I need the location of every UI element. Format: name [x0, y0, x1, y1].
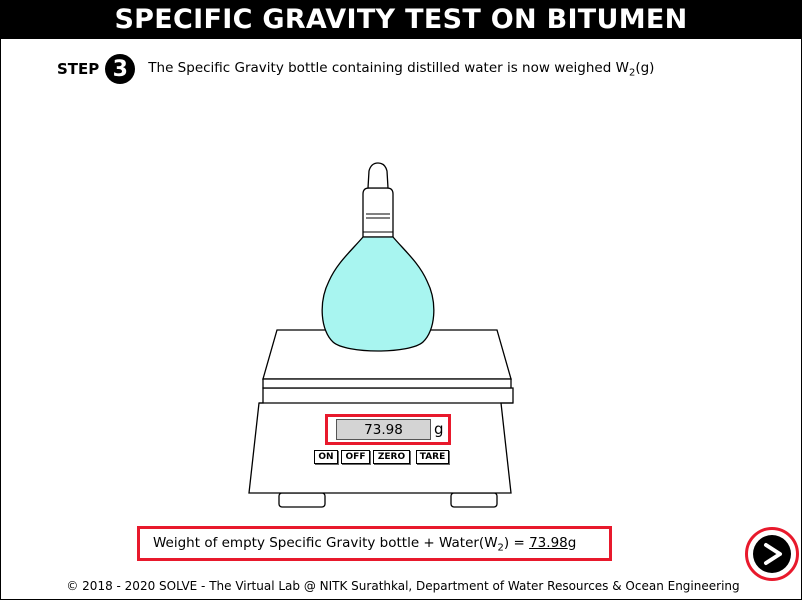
result-value: 73.98: [529, 535, 568, 551]
bottle-stopper: [367, 162, 389, 189]
step-text-main: The Specific Gravity bottle containing d…: [148, 59, 629, 76]
specific-gravity-bottle: [321, 236, 435, 352]
footer-credit: © 2018 - 2020 SOLVE - The Virtual Lab @ …: [66, 579, 740, 593]
step-text: The Specific Gravity bottle containing d…: [148, 60, 654, 79]
result-label: Weight of empty Specific Gravity bottle …: [153, 535, 498, 551]
tare-button[interactable]: TARE: [416, 450, 449, 464]
step-text-unit: (g): [635, 59, 655, 76]
step-instruction: STEP 3 The Specific Gravity bottle conta…: [57, 53, 654, 85]
result-label-end: ) =: [503, 535, 530, 551]
page-title: SPECIFIC GRAVITY TEST ON BITUMEN: [1, 1, 801, 39]
scale-display: 73.98: [336, 419, 431, 440]
step-label: STEP: [57, 60, 100, 78]
bottle-neck: [362, 187, 394, 238]
next-button[interactable]: [745, 527, 799, 581]
next-arrow-icon: [753, 535, 791, 573]
scale-foot-left: [278, 492, 326, 508]
step-text-subscript: 2: [628, 67, 636, 79]
zero-button[interactable]: ZERO: [373, 450, 410, 464]
off-button[interactable]: OFF: [341, 450, 370, 464]
result-label-subscript: 2: [497, 542, 504, 554]
result-box: Weight of empty Specific Gravity bottle …: [137, 526, 612, 561]
step-number-badge: 3: [105, 54, 136, 84]
display-highlight: [325, 414, 451, 445]
result-unit: g: [567, 535, 577, 551]
on-button[interactable]: ON: [314, 450, 338, 464]
scale-unit: g: [434, 420, 444, 438]
scale-foot-right: [450, 492, 498, 508]
